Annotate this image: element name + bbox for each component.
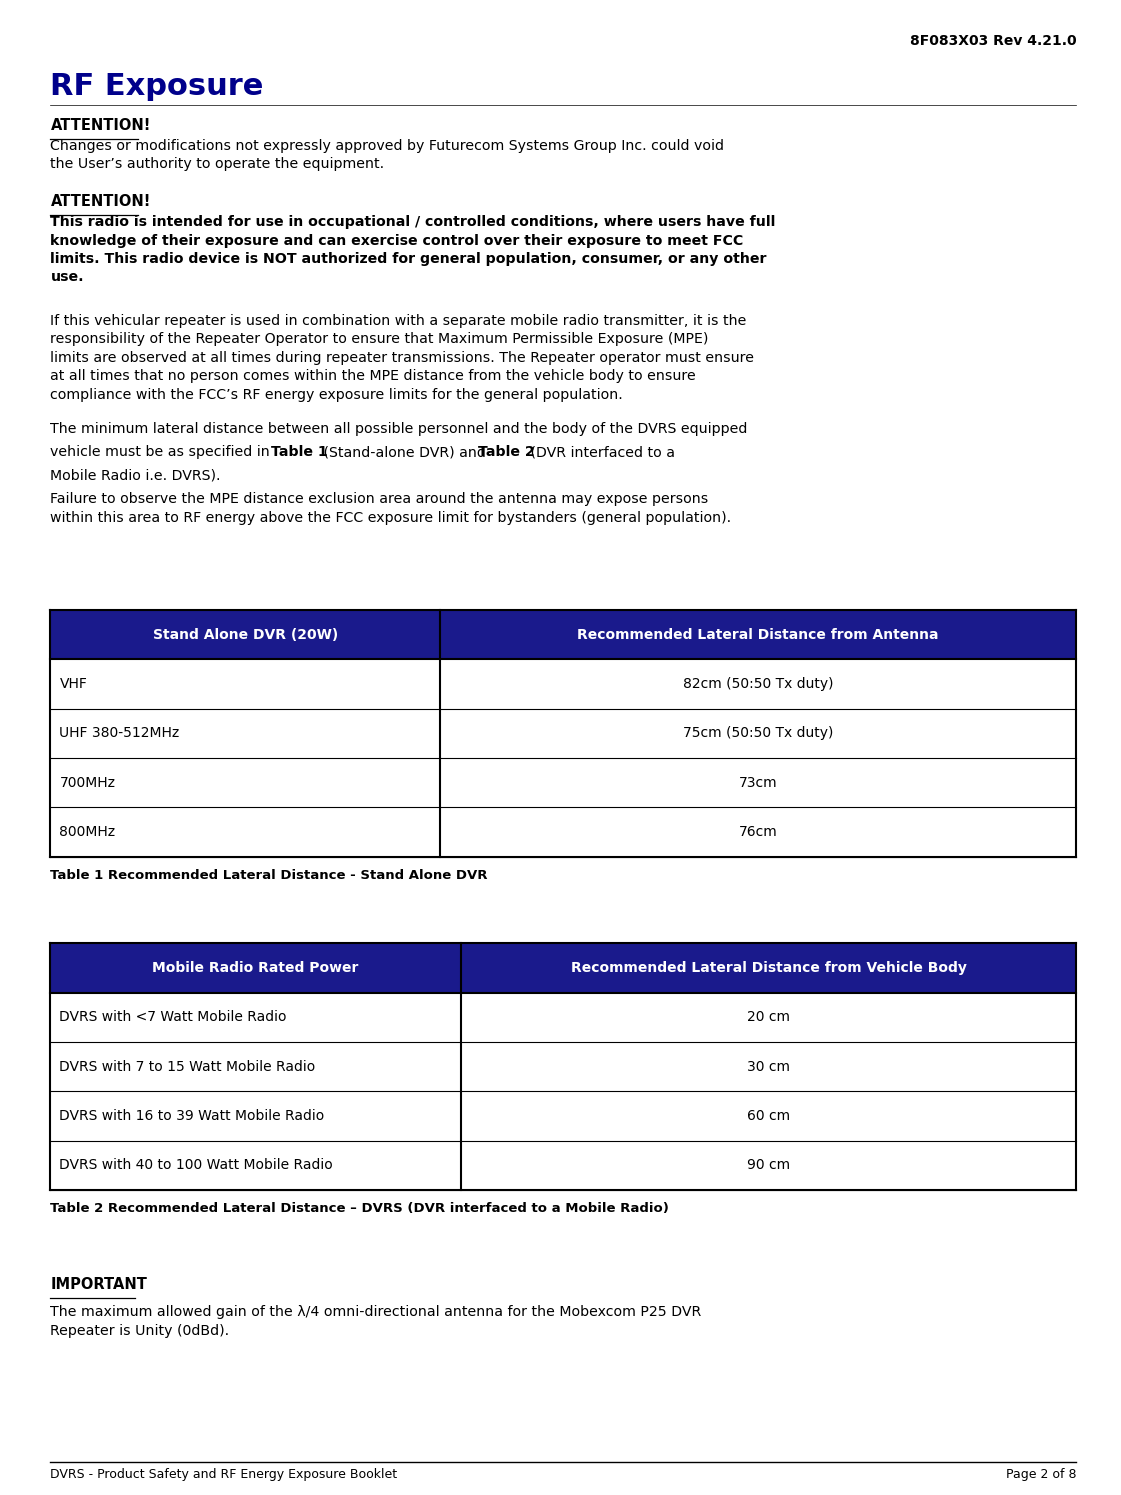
Text: IMPORTANT: IMPORTANT xyxy=(50,1277,147,1292)
Text: Mobile Radio Rated Power: Mobile Radio Rated Power xyxy=(152,961,359,975)
Text: ATTENTION!: ATTENTION! xyxy=(50,118,151,133)
FancyBboxPatch shape xyxy=(441,610,1076,659)
Text: Table 1: Table 1 xyxy=(271,446,327,459)
Text: 700MHz: 700MHz xyxy=(59,776,115,789)
Text: The maximum allowed gain of the λ/4 omni-directional antenna for the Mobexcom P2: The maximum allowed gain of the λ/4 omni… xyxy=(50,1305,702,1338)
FancyBboxPatch shape xyxy=(461,993,1076,1042)
Text: Table 1 Recommended Lateral Distance - Stand Alone DVR: Table 1 Recommended Lateral Distance - S… xyxy=(50,869,488,882)
Text: (Stand-alone DVR) and: (Stand-alone DVR) and xyxy=(319,446,491,459)
Text: Mobile Radio i.e. DVRS).: Mobile Radio i.e. DVRS). xyxy=(50,469,221,483)
FancyBboxPatch shape xyxy=(50,610,441,659)
Text: 76cm: 76cm xyxy=(739,825,778,839)
FancyBboxPatch shape xyxy=(441,709,1076,758)
Text: Changes or modifications not expressly approved by Futurecom Systems Group Inc. : Changes or modifications not expressly a… xyxy=(50,139,724,172)
Text: 82cm (50:50 Tx duty): 82cm (50:50 Tx duty) xyxy=(683,677,833,691)
Text: 8F083X03 Rev 4.21.0: 8F083X03 Rev 4.21.0 xyxy=(909,34,1076,48)
Text: DVRS with 7 to 15 Watt Mobile Radio: DVRS with 7 to 15 Watt Mobile Radio xyxy=(59,1060,316,1073)
FancyBboxPatch shape xyxy=(461,1141,1076,1190)
Text: 75cm (50:50 Tx duty): 75cm (50:50 Tx duty) xyxy=(683,727,833,740)
Text: DVRS with 16 to 39 Watt Mobile Radio: DVRS with 16 to 39 Watt Mobile Radio xyxy=(59,1109,325,1123)
Text: 60 cm: 60 cm xyxy=(747,1109,790,1123)
FancyBboxPatch shape xyxy=(50,659,441,709)
Text: Table 2 Recommended Lateral Distance – DVRS (DVR interfaced to a Mobile Radio): Table 2 Recommended Lateral Distance – D… xyxy=(50,1202,669,1215)
Text: Table 2: Table 2 xyxy=(478,446,535,459)
Text: DVRS with 40 to 100 Watt Mobile Radio: DVRS with 40 to 100 Watt Mobile Radio xyxy=(59,1159,333,1172)
FancyBboxPatch shape xyxy=(50,758,441,807)
Text: The minimum lateral distance between all possible personnel and the body of the : The minimum lateral distance between all… xyxy=(50,422,748,435)
FancyBboxPatch shape xyxy=(50,1091,461,1141)
FancyBboxPatch shape xyxy=(50,1141,461,1190)
Text: RF Exposure: RF Exposure xyxy=(50,72,263,100)
Text: ATTENTION!: ATTENTION! xyxy=(50,194,151,209)
Text: Recommended Lateral Distance from Antenna: Recommended Lateral Distance from Antenn… xyxy=(577,628,939,641)
FancyBboxPatch shape xyxy=(50,1042,461,1091)
FancyBboxPatch shape xyxy=(461,943,1076,993)
FancyBboxPatch shape xyxy=(441,659,1076,709)
Text: vehicle must be as specified in: vehicle must be as specified in xyxy=(50,446,275,459)
Text: DVRS with <7 Watt Mobile Radio: DVRS with <7 Watt Mobile Radio xyxy=(59,1011,287,1024)
Text: Failure to observe the MPE distance exclusion area around the antenna may expose: Failure to observe the MPE distance excl… xyxy=(50,492,732,525)
FancyBboxPatch shape xyxy=(441,807,1076,857)
Text: (DVR interfaced to a: (DVR interfaced to a xyxy=(526,446,675,459)
FancyBboxPatch shape xyxy=(461,1091,1076,1141)
Text: VHF: VHF xyxy=(59,677,87,691)
Text: This radio is intended for use in occupational / controlled conditions, where us: This radio is intended for use in occupa… xyxy=(50,215,776,284)
FancyBboxPatch shape xyxy=(50,993,461,1042)
Text: UHF 380-512MHz: UHF 380-512MHz xyxy=(59,727,179,740)
Text: Page 2 of 8: Page 2 of 8 xyxy=(1006,1468,1076,1482)
Text: 20 cm: 20 cm xyxy=(747,1011,790,1024)
FancyBboxPatch shape xyxy=(50,709,441,758)
FancyBboxPatch shape xyxy=(461,1042,1076,1091)
Text: Recommended Lateral Distance from Vehicle Body: Recommended Lateral Distance from Vehicl… xyxy=(571,961,966,975)
FancyBboxPatch shape xyxy=(441,758,1076,807)
Text: Stand Alone DVR (20W): Stand Alone DVR (20W) xyxy=(152,628,337,641)
Text: 90 cm: 90 cm xyxy=(747,1159,790,1172)
Text: If this vehicular repeater is used in combination with a separate mobile radio t: If this vehicular repeater is used in co… xyxy=(50,314,754,402)
Text: DVRS - Product Safety and RF Energy Exposure Booklet: DVRS - Product Safety and RF Energy Expo… xyxy=(50,1468,398,1482)
Text: 30 cm: 30 cm xyxy=(747,1060,790,1073)
FancyBboxPatch shape xyxy=(50,943,461,993)
Text: 73cm: 73cm xyxy=(739,776,778,789)
FancyBboxPatch shape xyxy=(50,807,441,857)
Text: 800MHz: 800MHz xyxy=(59,825,115,839)
